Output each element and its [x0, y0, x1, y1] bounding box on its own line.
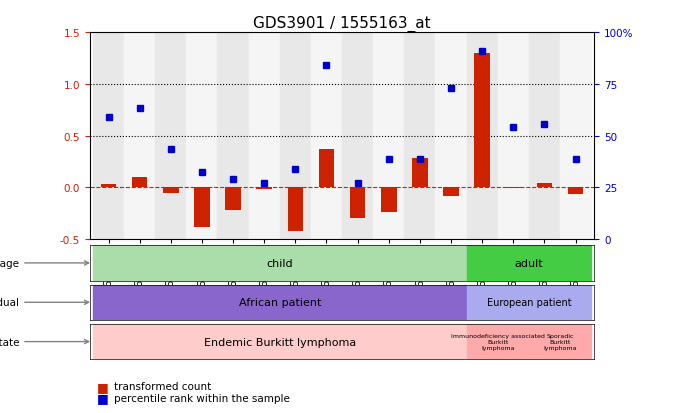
Bar — [506, 188, 521, 189]
Bar — [466, 324, 529, 359]
Bar — [404, 33, 435, 240]
Text: European patient: European patient — [486, 297, 571, 308]
Bar — [381, 188, 397, 213]
Bar — [475, 54, 490, 188]
Bar — [466, 285, 591, 320]
Bar — [93, 246, 466, 281]
Text: disease state: disease state — [0, 337, 88, 347]
Text: African patient: African patient — [238, 297, 321, 308]
Bar — [311, 33, 342, 240]
Bar — [342, 33, 373, 240]
Text: transformed count: transformed count — [114, 381, 211, 391]
Bar — [187, 33, 218, 240]
Text: adult: adult — [515, 258, 543, 268]
Bar — [163, 188, 178, 193]
Bar — [256, 188, 272, 190]
Bar — [443, 188, 459, 196]
Bar — [373, 33, 404, 240]
Bar — [350, 188, 366, 219]
Bar — [132, 178, 147, 188]
Bar — [93, 33, 124, 240]
Text: ■: ■ — [97, 380, 108, 393]
Bar — [101, 185, 116, 188]
Bar — [529, 33, 560, 240]
Text: child: child — [267, 258, 293, 268]
Bar — [124, 33, 155, 240]
Bar — [287, 188, 303, 231]
Text: ■: ■ — [97, 391, 108, 404]
Bar — [537, 184, 552, 188]
Bar — [194, 188, 209, 227]
Bar — [93, 285, 466, 320]
Bar — [225, 188, 241, 211]
Text: Immunodeficiency associated
Burkitt
lymphoma: Immunodeficiency associated Burkitt lymp… — [451, 333, 545, 350]
Bar — [466, 33, 498, 240]
Bar — [218, 33, 249, 240]
Bar — [466, 246, 591, 281]
Bar — [529, 324, 591, 359]
Bar — [319, 150, 334, 188]
Bar — [498, 33, 529, 240]
Bar — [93, 324, 466, 359]
Text: development stage: development stage — [0, 258, 88, 268]
Text: individual: individual — [0, 297, 88, 308]
Title: GDS3901 / 1555163_at: GDS3901 / 1555163_at — [253, 16, 431, 32]
Text: Endemic Burkitt lymphoma: Endemic Burkitt lymphoma — [204, 337, 356, 347]
Bar — [155, 33, 187, 240]
Bar — [435, 33, 466, 240]
Bar — [249, 33, 280, 240]
Bar — [412, 159, 428, 188]
Text: Sporadic
Burkitt
lymphoma: Sporadic Burkitt lymphoma — [543, 333, 577, 350]
Bar — [560, 33, 591, 240]
Bar — [280, 33, 311, 240]
Text: percentile rank within the sample: percentile rank within the sample — [114, 393, 290, 403]
Bar — [568, 188, 583, 194]
